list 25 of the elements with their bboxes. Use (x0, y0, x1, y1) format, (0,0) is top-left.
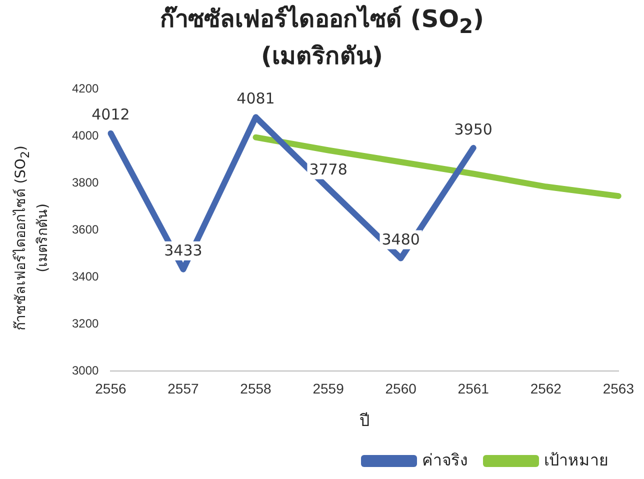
y-tick-label: 3600 (72, 222, 100, 236)
data-label: 4012 (92, 106, 130, 124)
y-tick-label: 4200 (72, 82, 100, 96)
y-tick-label: 4000 (72, 128, 100, 142)
data-label: 3950 (454, 120, 492, 138)
data-label: 4081 (236, 90, 275, 108)
x-axis-title: ปี (360, 412, 370, 430)
x-tick-label: 2563 (602, 380, 634, 396)
x-tick-label: 2558 (240, 380, 272, 396)
y-tick-label: 3800 (72, 175, 100, 190)
x-tick-label: 2560 (385, 380, 417, 396)
x-tick-label: 2562 (530, 380, 562, 396)
legend-label: เป้าหมาย (544, 451, 608, 470)
x-tick-label: 2559 (312, 380, 344, 396)
chart-title: ก๊าซซัลเฟอร์ไดออกไซด์ (SO$_{2}$) (เมตริกตัน) (160, 5, 484, 70)
data-label: 3433 (164, 242, 202, 260)
data-label: 3480 (382, 230, 420, 249)
x-tick-label: 2556 (95, 380, 126, 396)
y-tick-label: 3000 (72, 363, 100, 378)
y-tick-label: 3200 (72, 316, 100, 330)
y-tick-label: 3400 (72, 269, 100, 284)
legend-label: ค่าจริง (422, 452, 468, 470)
x-tick-label: 2561 (458, 380, 490, 396)
data-label: 3778 (309, 160, 348, 179)
x-tick-label: 2557 (168, 380, 200, 396)
